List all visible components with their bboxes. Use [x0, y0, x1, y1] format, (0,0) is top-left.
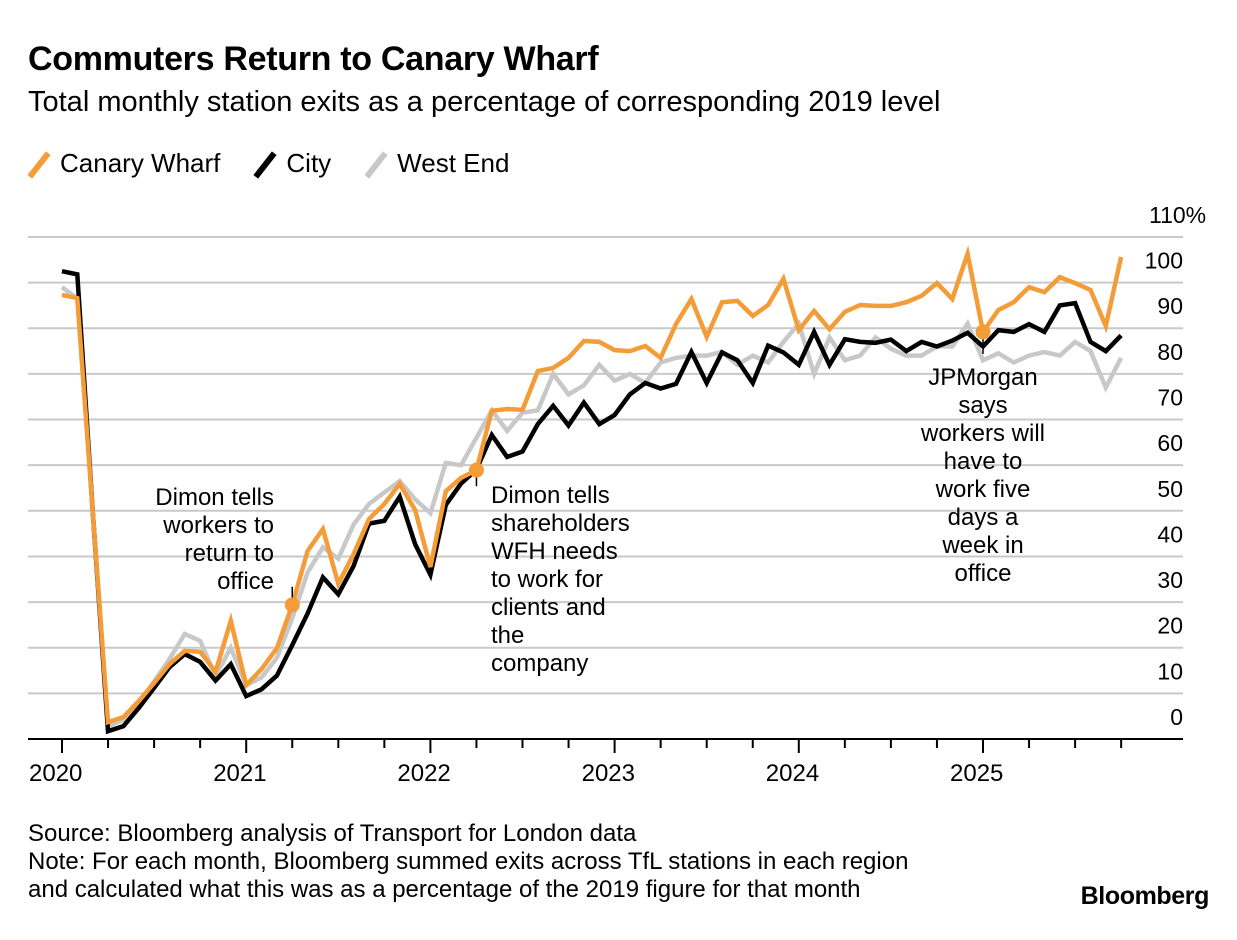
annotation-text-line: Dimon tells — [491, 482, 610, 509]
y-tick-label: 10 — [1157, 658, 1183, 684]
x-tick-label: 2021 — [213, 760, 266, 787]
annotation-text-line: return to — [185, 540, 274, 567]
annotation-marker — [975, 324, 991, 340]
bloomberg-logo: Bloomberg — [1080, 882, 1210, 910]
y-tick-label: 60 — [1157, 430, 1183, 456]
annotation-text-line: week in — [941, 532, 1023, 559]
annotation-text-line: office — [217, 568, 274, 595]
y-axis-ticks: 0 10 20 30 40 50 60 70 80 90 100 110% — [1145, 202, 1207, 730]
y-tick-label: 40 — [1157, 521, 1183, 547]
annotation-marker — [284, 597, 300, 613]
legend-swatch-canary-wharf — [32, 150, 44, 178]
y-tick-label: 90 — [1157, 293, 1183, 319]
y-tick-label: 70 — [1157, 385, 1183, 411]
chart-title: Commuters Return to Canary Wharf — [28, 40, 599, 78]
y-tick-label: 100 — [1145, 248, 1183, 274]
annotation-text-line: office — [955, 560, 1012, 587]
legend-item-city: City — [254, 148, 331, 179]
annotation-text-line: the — [491, 622, 524, 649]
annotation-text-line: clients and — [491, 594, 606, 621]
legend-item-west-end: West End — [365, 148, 509, 179]
y-tick-label: 50 — [1157, 476, 1183, 502]
note-line-2: and calculated what this was as a percen… — [28, 876, 861, 903]
legend-label-west-end: West End — [397, 148, 510, 178]
legend-swatch-west-end — [369, 150, 381, 178]
y-tick-label: 80 — [1157, 339, 1183, 365]
series-line-city — [61, 268, 1123, 735]
legend-item-canary-wharf: Canary Wharf — [28, 148, 220, 179]
y-tick-label: 30 — [1157, 567, 1183, 593]
x-tick-label: 2023 — [582, 760, 635, 787]
annotation-text-line: shareholders — [491, 510, 630, 537]
legend: Canary Wharf City West End — [28, 148, 543, 179]
series-line-west-end — [60, 285, 1124, 730]
annotation-marker — [468, 462, 484, 478]
annotation-text-line: WFH needs — [491, 538, 618, 565]
annotation-text-line: work five — [935, 476, 1031, 503]
x-tick-label: 2024 — [766, 760, 819, 787]
x-tick-label: 2020 — [29, 760, 82, 787]
annotation-text-line: Dimon tells — [155, 484, 274, 511]
series-lines — [60, 245, 1124, 735]
x-axis: 2020 2021 2022 2023 2024 2025 — [28, 738, 1183, 787]
series-line-canary-wharf — [61, 245, 1124, 726]
y-tick-label: 110% — [1149, 202, 1206, 228]
chart-subtitle: Total monthly station exits as a percent… — [28, 86, 941, 118]
annotation-text-line: workers will — [920, 420, 1045, 447]
annotation-text-line: days a — [948, 504, 1019, 531]
annotation-text-line: workers to — [162, 512, 274, 539]
x-tick-label: 2022 — [397, 760, 450, 787]
note-line-1: Note: For each month, Bloomberg summed e… — [28, 848, 909, 875]
y-tick-label: 0 — [1170, 704, 1183, 730]
y-tick-label: 20 — [1157, 613, 1183, 639]
annotation-text-line: to work for — [491, 566, 603, 593]
legend-label-canary-wharf: Canary Wharf — [60, 148, 221, 178]
legend-swatch-city — [258, 150, 270, 178]
annotation-text-line: have to — [944, 448, 1023, 475]
annotation-text-line: says — [958, 392, 1007, 419]
annotation-text-line: company — [491, 650, 588, 677]
source-text: Source: Bloomberg analysis of Transport … — [28, 820, 637, 847]
x-tick-label: 2025 — [950, 760, 1003, 787]
annotation-text-line: JPMorgan — [928, 364, 1037, 391]
footer: Source: Bloomberg analysis of Transport … — [28, 820, 908, 904]
legend-label-city: City — [286, 148, 332, 178]
